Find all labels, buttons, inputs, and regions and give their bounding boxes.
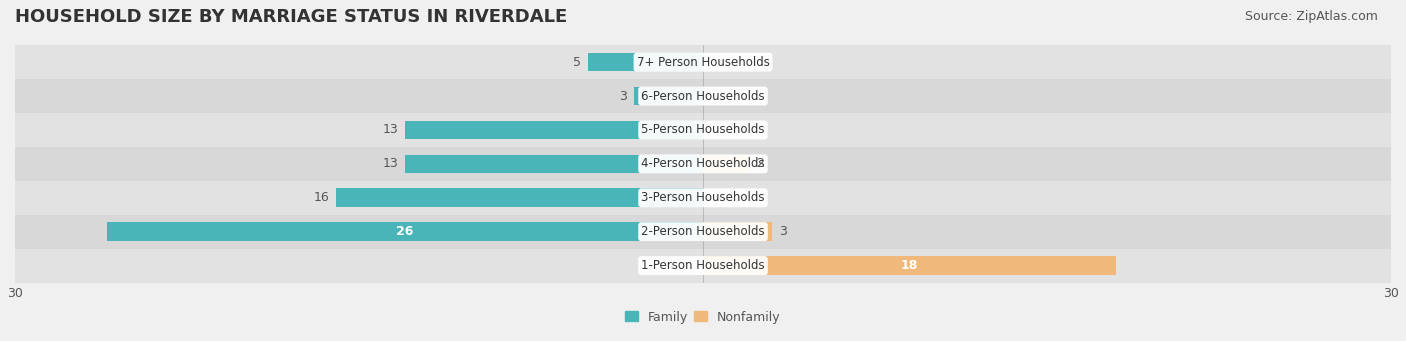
- Legend: Family, Nonfamily: Family, Nonfamily: [620, 306, 786, 328]
- Text: 6-Person Households: 6-Person Households: [641, 90, 765, 103]
- Bar: [588, 53, 703, 72]
- Bar: [15, 181, 1391, 215]
- Bar: [15, 45, 1391, 79]
- Bar: [405, 154, 703, 173]
- Bar: [634, 87, 703, 105]
- Text: 2-Person Households: 2-Person Households: [641, 225, 765, 238]
- Text: 4-Person Households: 4-Person Households: [641, 157, 765, 170]
- Bar: [405, 121, 703, 139]
- Text: 13: 13: [382, 157, 398, 170]
- Bar: [703, 256, 1116, 275]
- Bar: [703, 222, 772, 241]
- Text: 1-Person Households: 1-Person Households: [641, 259, 765, 272]
- Bar: [15, 79, 1391, 113]
- Bar: [15, 249, 1391, 283]
- Bar: [15, 147, 1391, 181]
- Text: 5-Person Households: 5-Person Households: [641, 123, 765, 136]
- Bar: [336, 189, 703, 207]
- Bar: [15, 113, 1391, 147]
- Text: 3: 3: [620, 90, 627, 103]
- Text: 18: 18: [901, 259, 918, 272]
- Text: HOUSEHOLD SIZE BY MARRIAGE STATUS IN RIVERDALE: HOUSEHOLD SIZE BY MARRIAGE STATUS IN RIV…: [15, 8, 567, 26]
- Bar: [107, 222, 703, 241]
- Text: 3-Person Households: 3-Person Households: [641, 191, 765, 204]
- Text: 13: 13: [382, 123, 398, 136]
- Text: 26: 26: [396, 225, 413, 238]
- Text: 2: 2: [756, 157, 763, 170]
- Text: 7+ Person Households: 7+ Person Households: [637, 56, 769, 69]
- Text: 3: 3: [779, 225, 786, 238]
- Bar: [15, 215, 1391, 249]
- Text: 16: 16: [314, 191, 329, 204]
- Bar: [703, 154, 749, 173]
- Text: Source: ZipAtlas.com: Source: ZipAtlas.com: [1244, 10, 1378, 23]
- Text: 5: 5: [574, 56, 582, 69]
